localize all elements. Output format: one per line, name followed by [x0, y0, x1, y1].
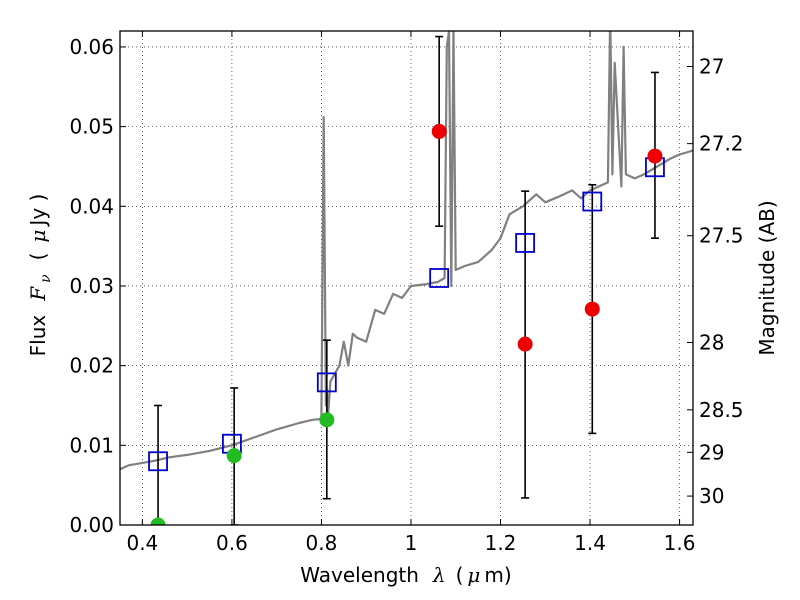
y2-tick-label: 29: [699, 440, 724, 464]
y2-tick-label: 27: [699, 55, 724, 79]
x-axis-label: Wavelength λ ( μ m): [300, 563, 511, 587]
observed-circle-marker: [226, 448, 242, 464]
x-tick-label: 1.4: [574, 531, 606, 555]
y-tick-label: 0.00: [69, 513, 114, 537]
observed-circle-marker: [431, 123, 447, 139]
y-tick-label: 0.05: [69, 115, 114, 139]
model-square-marker: [429, 268, 450, 288]
x-tick-label: 0.6: [216, 531, 248, 555]
x-tick-label: 0.8: [306, 531, 338, 555]
axis-ticks: 0.4 0.6 0.8 1 1.2 1.4 1.6 0.00 0.01 0.02 0.03 0.04 0…: [69, 31, 744, 555]
observed-circle-marker: [319, 412, 335, 428]
plot-frame: [119, 30, 694, 526]
observed-circle-marker: [647, 148, 663, 164]
y-tick-label: 0.06: [69, 35, 114, 59]
data-markers: [148, 123, 665, 525]
x-tick-label: 1.2: [485, 531, 517, 555]
y2-tick-label: 28.5: [699, 398, 744, 422]
x-tick-label: 1: [405, 531, 418, 555]
y-tick-label: 0.03: [69, 274, 114, 298]
y2-tick-label: 27.5: [699, 224, 744, 248]
plot-area: [120, 31, 693, 525]
observed-circle-marker: [150, 517, 166, 525]
y-axis-label: Flux F ν ( μ Jy ): [26, 194, 54, 357]
template-spectrum-line: [120, 31, 693, 471]
model-square-marker: [515, 233, 536, 253]
observed-circle-marker: [584, 301, 600, 317]
y-tick-label: 0.01: [69, 433, 114, 457]
model-square-marker: [582, 191, 603, 212]
y2-axis-label: Magnitude (AB): [755, 200, 779, 355]
template-spectrum: [120, 31, 693, 471]
x-tick-label: 0.4: [126, 531, 158, 555]
y-tick-label: 0.02: [69, 354, 114, 378]
y-tick-label: 0.04: [69, 194, 114, 218]
model-square-marker: [316, 372, 337, 393]
model-square-marker: [148, 451, 168, 472]
y2-tick-label: 28: [699, 330, 724, 354]
y2-tick-label: 30: [699, 484, 724, 508]
observed-circle-marker: [517, 336, 533, 352]
x-tick-label: 1.6: [664, 531, 696, 555]
y2-tick-label: 27.2: [699, 132, 744, 156]
